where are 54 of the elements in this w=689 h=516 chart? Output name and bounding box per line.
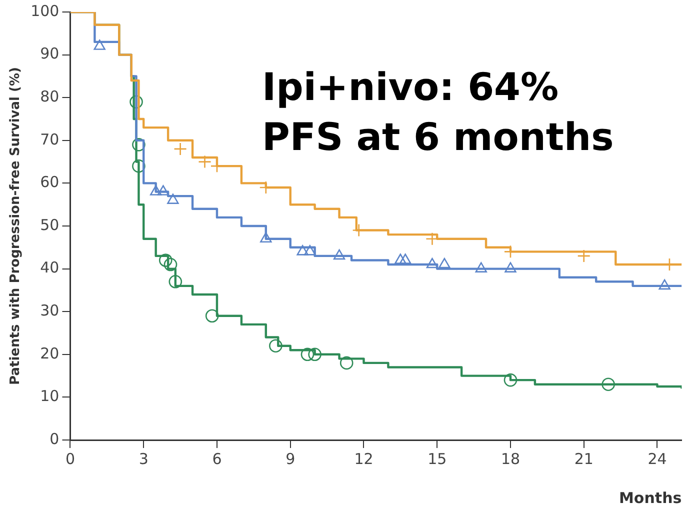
point	[399, 254, 412, 264]
point	[296, 245, 308, 256]
x-tick-label: 18	[500, 450, 520, 468]
point	[269, 339, 282, 352]
x-tick-label: 24	[648, 450, 667, 468]
y-tick-label: 10	[40, 387, 60, 406]
point	[168, 274, 182, 288]
point	[132, 159, 146, 173]
point	[150, 185, 162, 196]
point	[340, 356, 354, 370]
point	[475, 262, 487, 272]
point	[577, 249, 591, 263]
point	[174, 142, 187, 156]
point	[308, 348, 322, 362]
x-axis-title: Months	[618, 488, 682, 507]
y-tick-label: 30	[40, 301, 60, 320]
y-tick-label: 0	[50, 430, 60, 448]
y-tick-label: 70	[40, 130, 60, 148]
point	[504, 262, 516, 272]
point	[426, 258, 438, 268]
point	[94, 40, 106, 50]
point	[394, 254, 406, 264]
y-tick-label: 90	[40, 44, 60, 63]
annotation: Ipi+nivo: 64%	[262, 64, 560, 111]
point	[198, 155, 212, 168]
x-tick-label: 6	[212, 450, 222, 468]
point	[158, 254, 172, 267]
point	[333, 249, 346, 260]
x-tick-label: 15	[428, 450, 447, 468]
point	[132, 138, 146, 152]
point	[164, 258, 178, 272]
y-tick-label: 20	[40, 344, 60, 362]
y-tick-label: 50	[40, 216, 60, 234]
y-tick-label: 100	[30, 2, 60, 20]
point	[260, 232, 272, 242]
point	[602, 378, 615, 392]
y-axis-title: Patients with Progression-free Survival (%)	[8, 67, 24, 385]
x-tick-label: 0	[65, 450, 76, 468]
x-tick-label: 9	[286, 450, 296, 468]
point	[167, 194, 179, 204]
point	[658, 279, 670, 290]
x-tick-label: 12	[354, 450, 374, 468]
y-tick-label: 60	[40, 173, 60, 192]
point	[504, 373, 518, 387]
annotation: PFS at 6 months	[262, 114, 614, 161]
x-tick-label: 3	[138, 450, 148, 468]
point	[304, 245, 316, 256]
y-tick-label: 80	[40, 87, 60, 106]
y-tick-label: 40	[40, 258, 60, 277]
point	[157, 185, 170, 196]
x-tick-label: 21	[574, 450, 594, 468]
point	[438, 258, 450, 268]
point	[205, 309, 219, 323]
point	[300, 348, 314, 362]
